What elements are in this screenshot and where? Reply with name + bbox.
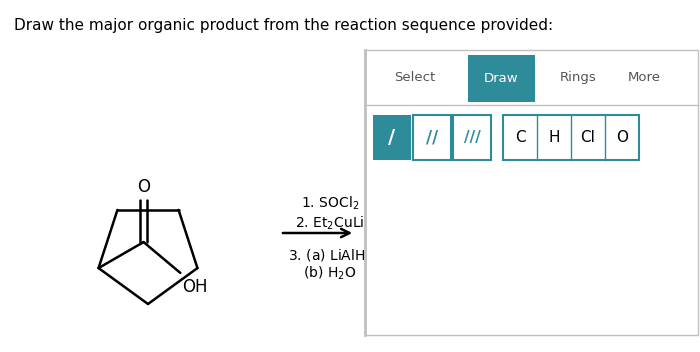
Text: //: // — [426, 128, 438, 146]
Text: Rings: Rings — [560, 71, 596, 84]
Text: Draw the major organic product from the reaction sequence provided:: Draw the major organic product from the … — [14, 18, 553, 33]
Bar — [503, 115, 639, 160]
Text: O: O — [616, 130, 628, 145]
Text: H: H — [548, 130, 560, 145]
Text: Draw: Draw — [484, 72, 519, 85]
Bar — [373, 115, 411, 160]
Bar — [453, 115, 491, 160]
Text: 3. (a) LiAlH$_4$: 3. (a) LiAlH$_4$ — [288, 248, 372, 265]
Text: Select: Select — [394, 71, 435, 84]
Bar — [365, 50, 698, 335]
Text: /: / — [389, 128, 396, 147]
Text: O: O — [137, 178, 150, 196]
Text: Cl: Cl — [580, 130, 596, 145]
Text: OH: OH — [182, 278, 208, 296]
Text: ///: /// — [463, 130, 480, 145]
Bar — [413, 115, 451, 160]
Text: 1. SOCl$_2$: 1. SOCl$_2$ — [301, 195, 359, 212]
Text: 2. Et$_2$CuLi: 2. Et$_2$CuLi — [295, 215, 365, 232]
Text: C: C — [514, 130, 525, 145]
Text: More: More — [628, 71, 661, 84]
Bar — [468, 55, 535, 102]
Text: (b) H$_2$O: (b) H$_2$O — [303, 265, 357, 282]
